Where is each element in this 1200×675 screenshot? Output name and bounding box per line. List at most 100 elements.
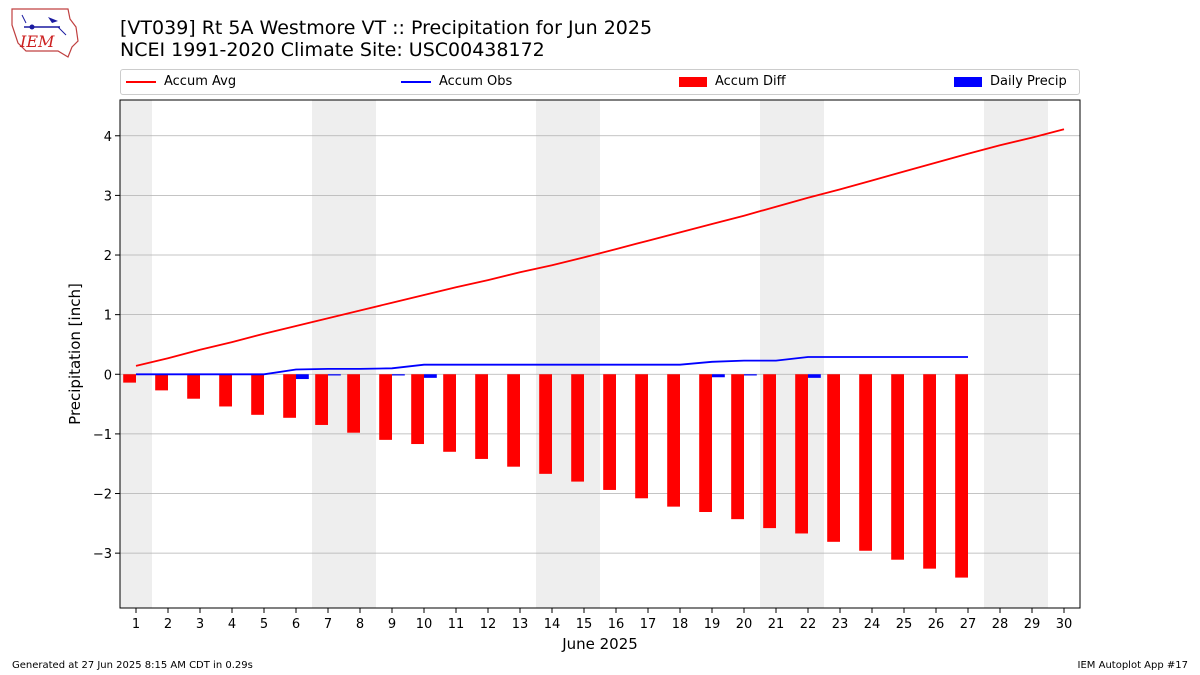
bar-accum-diff — [379, 374, 392, 440]
x-tick-label: 19 — [704, 617, 721, 632]
x-tick-label: 4 — [228, 617, 236, 632]
svg-text:IEM: IEM — [19, 32, 55, 51]
iem-logo-graphic: IEM — [11, 8, 79, 58]
weekend-shade — [120, 100, 152, 608]
bar-accum-diff — [571, 374, 584, 482]
x-axis-label: June 2025 — [561, 635, 638, 653]
legend-swatch-accum-avg — [126, 80, 156, 83]
legend-swatch-accum-obs — [401, 80, 431, 83]
x-tick-label: 12 — [480, 617, 497, 632]
x-tick-label: 30 — [1056, 617, 1073, 632]
bar-accum-diff — [251, 374, 264, 415]
bar-accum-diff — [667, 374, 680, 507]
footer-app: IEM Autoplot App #17 — [1077, 660, 1188, 671]
bar-accum-diff — [283, 374, 296, 418]
x-tick-label: 6 — [292, 617, 300, 632]
x-tick-label: 17 — [640, 617, 657, 632]
bar-accum-diff — [411, 374, 424, 445]
x-tick-label: 25 — [896, 617, 913, 632]
x-tick-label: 18 — [672, 617, 689, 632]
bar-accum-diff — [923, 374, 936, 569]
bar-accum-diff — [347, 374, 360, 433]
legend-label-daily-precip: Daily Precip — [990, 74, 1067, 89]
x-tick-label: 29 — [1024, 617, 1041, 632]
weekend-shade — [984, 100, 1048, 608]
x-tick-label: 22 — [800, 617, 817, 632]
x-tick-label: 28 — [992, 617, 1009, 632]
bar-accum-diff — [155, 374, 168, 391]
bar-accum-diff — [635, 374, 648, 499]
legend-swatch-daily-precip — [954, 76, 982, 87]
y-tick-label: 4 — [104, 130, 112, 145]
y-tick-label: 0 — [104, 368, 112, 383]
weekend-shade — [312, 100, 376, 608]
x-tick-label: 13 — [512, 617, 529, 632]
x-tick-label: 2 — [164, 617, 172, 632]
legend-item-daily-precip: Daily Precip — [954, 74, 1067, 90]
bar-daily-precip — [424, 374, 437, 378]
bar-accum-diff — [123, 374, 136, 383]
bar-accum-diff — [539, 374, 552, 474]
bar-accum-diff — [955, 374, 968, 578]
x-tick-label: 15 — [576, 617, 593, 632]
x-tick-label: 16 — [608, 617, 625, 632]
bar-accum-diff — [603, 374, 616, 490]
bar-daily-precip — [296, 374, 309, 380]
line-accum-obs — [136, 356, 968, 376]
x-tick-label: 24 — [864, 617, 881, 632]
bar-daily-precip — [808, 374, 821, 378]
bar-accum-diff — [763, 374, 776, 529]
x-tick-label: 20 — [736, 617, 753, 632]
bar-daily-precip — [392, 374, 405, 376]
x-tick-label: 21 — [768, 617, 785, 632]
footer-generated: Generated at 27 Jun 2025 8:15 AM CDT in … — [12, 660, 253, 671]
y-tick-label: −1 — [93, 428, 112, 443]
bar-accum-diff — [699, 374, 712, 513]
bar-daily-precip — [744, 374, 757, 376]
legend-label-accum-obs: Accum Obs — [439, 74, 513, 89]
x-tick-label: 7 — [324, 617, 332, 632]
bar-accum-diff — [731, 374, 744, 520]
bar-daily-precip — [328, 374, 341, 376]
x-tick-label: 8 — [356, 617, 364, 632]
bar-accum-diff — [891, 374, 904, 560]
bar-accum-diff — [219, 374, 232, 407]
bar-accum-diff — [475, 374, 488, 459]
y-tick-label: 1 — [104, 309, 112, 324]
y-tick-label: 2 — [104, 249, 112, 264]
x-tick-label: 27 — [960, 617, 977, 632]
line-accum-avg — [135, 128, 1065, 367]
weekend-shade — [760, 100, 824, 608]
chart-legend: Accum Avg Accum Obs Accum Diff Daily Pre… — [120, 69, 1080, 95]
x-tick-label: 14 — [544, 617, 561, 632]
bar-daily-precip — [712, 374, 725, 378]
x-tick-label: 5 — [260, 617, 268, 632]
x-tick-label: 10 — [416, 617, 433, 632]
bar-accum-diff — [315, 374, 328, 425]
iem-logo: IEM — [8, 5, 80, 63]
x-tick-label: 11 — [448, 617, 465, 632]
x-tick-label: 3 — [196, 617, 204, 632]
y-tick-label: 3 — [104, 189, 112, 204]
legend-label-accum-diff: Accum Diff — [715, 74, 786, 89]
bar-accum-diff — [859, 374, 872, 551]
legend-item-accum-diff: Accum Diff — [679, 74, 786, 90]
bar-accum-diff — [443, 374, 456, 452]
chart-subtitle: NCEI 1991-2020 Climate Site: USC00438172 — [120, 39, 545, 61]
y-tick-label: −3 — [93, 547, 112, 562]
y-tick-label: −2 — [93, 488, 112, 503]
legend-swatch-accum-diff — [679, 76, 707, 87]
x-tick-label: 1 — [132, 617, 140, 632]
x-tick-label: 9 — [388, 617, 396, 632]
weekend-shade — [536, 100, 600, 608]
legend-item-accum-obs: Accum Obs — [401, 74, 512, 90]
plot-frame — [119, 99, 1081, 609]
bar-accum-diff — [795, 374, 808, 534]
chart-title: [VT039] Rt 5A Westmore VT :: Precipitati… — [120, 17, 653, 39]
y-axis-label: Precipitation [inch] — [66, 283, 84, 425]
legend-item-accum-avg: Accum Avg — [126, 74, 236, 90]
x-tick-label: 23 — [832, 617, 849, 632]
bar-accum-diff — [507, 374, 520, 467]
bar-accum-diff — [187, 374, 200, 399]
bar-accum-diff — [827, 374, 840, 542]
